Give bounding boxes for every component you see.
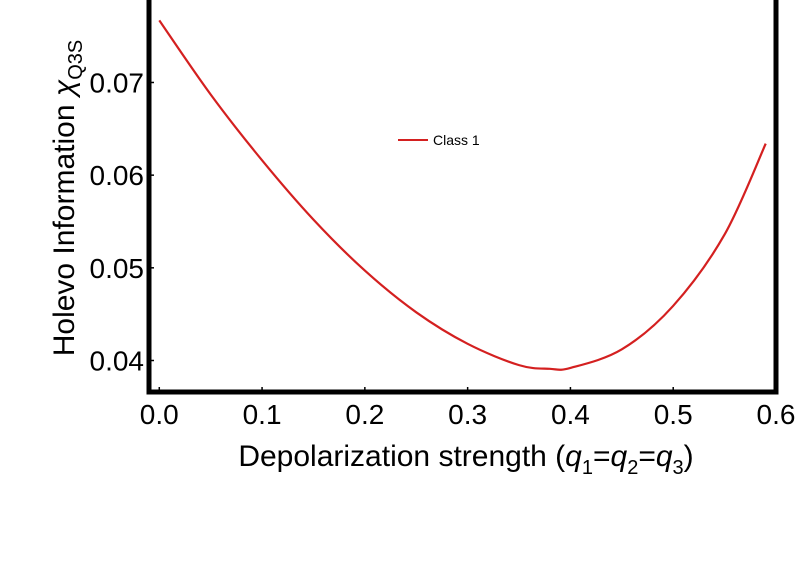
y-tick-label: 0.04 [90, 345, 145, 376]
series-line-class-1 [158, 19, 767, 371]
x-tick-label: 0.6 [757, 399, 796, 430]
x-tick-label: 0.5 [654, 399, 693, 430]
y-tick-label: 0.06 [90, 160, 145, 191]
y-tick-label: 0.05 [90, 253, 145, 284]
plot-area [158, 19, 767, 371]
plot-frame [146, 0, 779, 395]
x-axis-label: Depolarization strength (q1​=q2​=q3​) [238, 440, 693, 479]
y-axis-label: Holevo Information χQ3S [48, 40, 87, 357]
legend-label-class-1: Class 1 [433, 132, 480, 148]
x-tick-label: 0.1 [243, 399, 282, 430]
x-axis-ticks: 0.0 0.1 0.2 0.3 0.4 0.5 0.6 [140, 387, 796, 430]
x-tick-label: 0.0 [140, 399, 179, 430]
x-tick-label: 0.3 [448, 399, 487, 430]
x-tick-label: 0.2 [345, 399, 384, 430]
y-tick-label: 0.07 [90, 67, 145, 98]
y-axis-ticks: 0.04 0.05 0.06 0.07 [90, 67, 154, 376]
x-tick-label: 0.4 [551, 399, 590, 430]
legend: Class 1 [398, 132, 480, 148]
